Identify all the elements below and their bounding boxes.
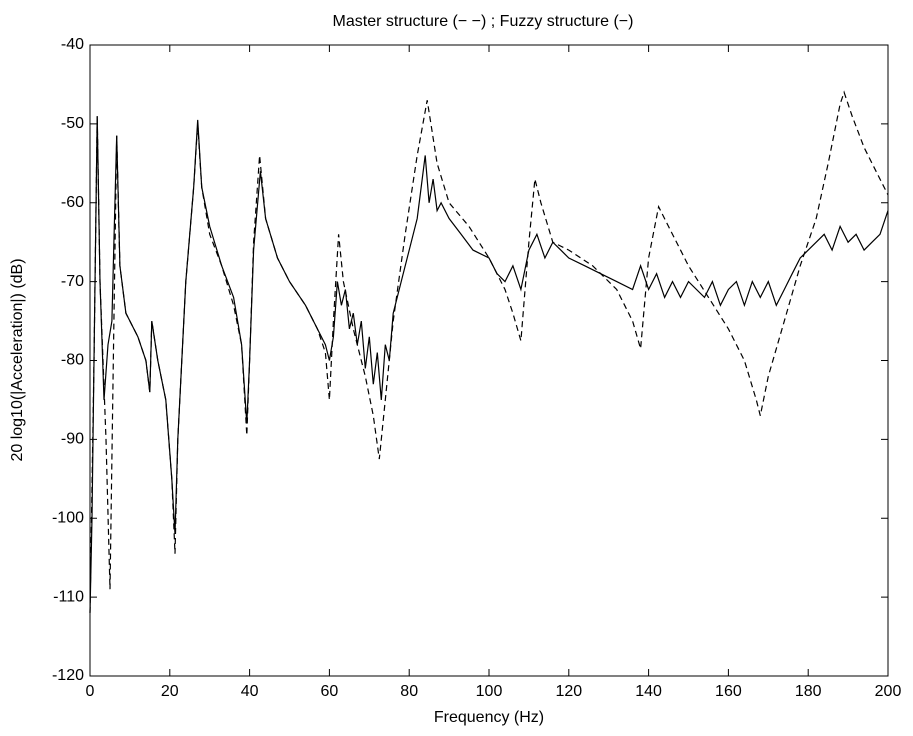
y-tick-label: -90 bbox=[61, 431, 84, 448]
x-tick-label: 80 bbox=[400, 683, 418, 700]
x-tick-label: 40 bbox=[241, 683, 259, 700]
y-axis-label: 20 log10(|Acceleration|) (dB) bbox=[9, 258, 26, 461]
x-tick-label: 140 bbox=[635, 683, 662, 700]
y-tick-label: -110 bbox=[53, 588, 84, 605]
x-tick-label: 120 bbox=[555, 683, 582, 700]
x-tick-label: 0 bbox=[86, 683, 95, 700]
x-tick-label: 100 bbox=[476, 683, 503, 700]
y-tick-label: -100 bbox=[52, 509, 84, 526]
x-tick-label: 200 bbox=[875, 683, 902, 700]
x-tick-label: 180 bbox=[795, 683, 822, 700]
y-tick-label: -80 bbox=[61, 352, 84, 369]
y-tick-label: -40 bbox=[61, 36, 84, 53]
plot-frame bbox=[89, 44, 889, 677]
x-axis-label: Frequency (Hz) bbox=[434, 709, 544, 726]
chart-title: Master structure (− −) ; Fuzzy structure… bbox=[333, 13, 634, 30]
y-tick-label: -70 bbox=[61, 273, 84, 290]
x-tick-label: 20 bbox=[161, 683, 179, 700]
series-line bbox=[89, 90, 889, 613]
series-line bbox=[89, 115, 889, 613]
y-tick-label: -120 bbox=[52, 667, 84, 684]
x-tick-label: 160 bbox=[715, 683, 742, 700]
y-tick-label: -60 bbox=[61, 194, 84, 211]
y-tick-label: -50 bbox=[61, 115, 84, 132]
x-tick-label: 60 bbox=[321, 683, 339, 700]
